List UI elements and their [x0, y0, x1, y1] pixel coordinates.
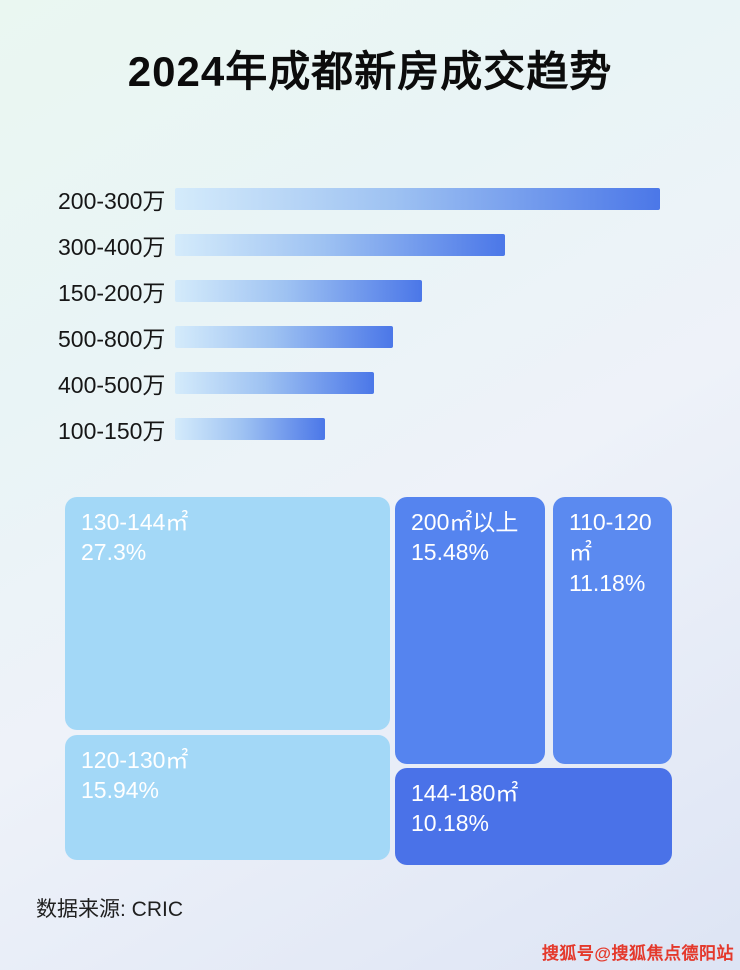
- bar: [175, 372, 374, 394]
- bar: [175, 418, 326, 440]
- treemap-cell-label: 110-120㎡: [569, 509, 652, 566]
- bar-row: 300-400万: [58, 222, 660, 268]
- bar-row: 200-300万: [58, 176, 660, 222]
- watermark: 搜狐号@搜狐焦点德阳站: [541, 944, 734, 963]
- treemap-cell-120-130: 120-130㎡ 15.94%: [65, 735, 390, 860]
- page-title: 2024年成都新房成交趋势: [127, 48, 613, 95]
- bar-label: 300-400万: [58, 234, 166, 260]
- bar-label: 200-300万: [58, 188, 166, 214]
- treemap-cell-value: 10.18%: [411, 810, 490, 837]
- bar-chart: 200-300万 300-400万 150-200万 500-800万 400-…: [58, 176, 660, 452]
- treemap-cell-label: 200㎡以上: [411, 509, 519, 535]
- bar-row: 100-150万: [58, 406, 660, 452]
- treemap-cell-value: 27.3%: [81, 539, 147, 566]
- bar: [175, 280, 423, 302]
- treemap-cell-label: 120-130㎡: [81, 747, 189, 773]
- treemap-cell-144-180: 144-180㎡ 10.18%: [395, 768, 672, 865]
- treemap-cell-200-plus: 200㎡以上 15.48%: [395, 497, 545, 764]
- bar: [175, 326, 394, 348]
- treemap: 130-144㎡ 27.3% 120-130㎡ 15.94% 200㎡以上 15…: [65, 497, 672, 865]
- treemap-cell-value: 15.94%: [81, 777, 160, 804]
- treemap-cell-value: 15.48%: [411, 539, 490, 566]
- bar-label: 150-200万: [58, 280, 166, 306]
- treemap-cell-value: 11.18%: [569, 569, 646, 596]
- bar-track: [175, 372, 660, 394]
- bar-track: [175, 234, 660, 256]
- bar-track: [175, 418, 660, 440]
- data-source: 数据来源: CRIC: [36, 898, 183, 921]
- bar-track: [175, 188, 660, 210]
- bar-row: 500-800万: [58, 314, 660, 360]
- treemap-cell-130-144: 130-144㎡ 27.3%: [65, 497, 390, 730]
- bar: [175, 188, 660, 210]
- bar-row: 150-200万: [58, 268, 660, 314]
- treemap-cell-label: 144-180㎡: [411, 780, 519, 806]
- bar-track: [175, 326, 660, 348]
- bar: [175, 234, 505, 256]
- treemap-cell-label: 130-144㎡: [81, 509, 189, 535]
- bar-track: [175, 280, 660, 302]
- bar-label: 100-150万: [58, 418, 166, 444]
- bar-label: 500-800万: [58, 326, 166, 352]
- bar-row: 400-500万: [58, 360, 660, 406]
- treemap-cell-110-120: 110-120㎡ 11.18%: [553, 497, 672, 764]
- bar-label: 400-500万: [58, 372, 166, 398]
